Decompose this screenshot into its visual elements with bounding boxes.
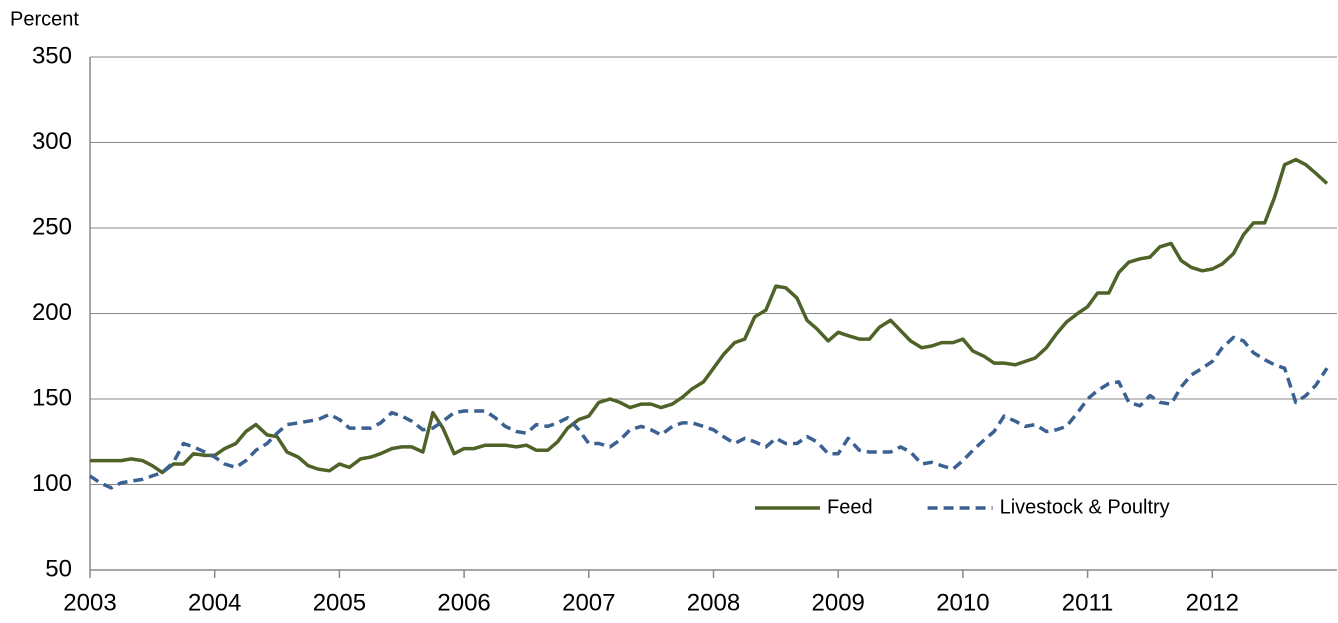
legend-label: Feed [827,496,873,518]
y-tick-label: 150 [32,384,72,411]
series-line [90,157,1329,475]
legend: Feed Livestock & Poultry [755,496,1170,518]
x-tick-label: 2008 [687,589,740,616]
x-tick-label: 2012 [1186,589,1239,616]
x-tick-label: 2011 [1062,589,1114,616]
y-tick-label: 200 [32,299,72,326]
x-tick-label: 2004 [188,589,241,616]
x-tick-label: 2006 [437,589,490,616]
legend-label: Livestock & Poultry [1000,496,1170,518]
x-tick-label: 2003 [63,589,116,616]
y-axis-title: Percent [10,8,79,30]
y-tick-label: 250 [32,213,72,240]
x-tick-label: 2009 [812,589,865,616]
series-line [89,335,1329,490]
y-tick-label: 350 [32,42,72,69]
x-tick-label: 2007 [562,589,615,616]
x-tick-label: 2005 [313,589,366,616]
y-tick-label: 50 [45,555,72,582]
y-tick-label: 100 [32,470,72,497]
x-tick-label: 2010 [936,589,989,616]
y-tick-label: 300 [32,128,72,155]
